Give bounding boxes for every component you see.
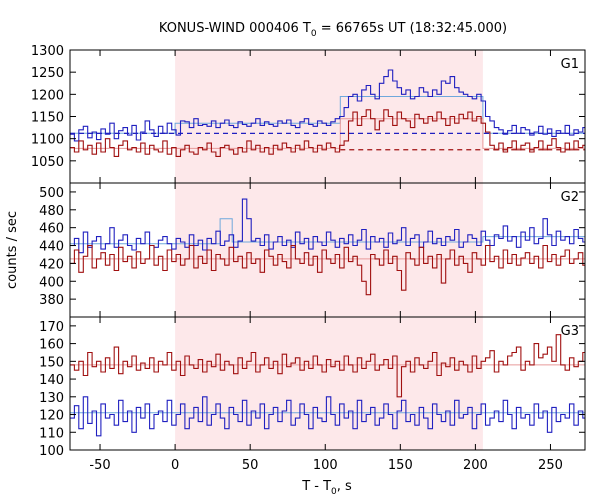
panel-2-series-red	[70, 244, 585, 296]
y-tick-label: 160	[39, 338, 64, 353]
panel-3-plot	[70, 334, 585, 437]
panel-3-frame	[69, 316, 586, 451]
y-tick-label: 1100	[31, 133, 64, 148]
series-layer	[70, 69, 585, 437]
chart-title: KONUS-WIND 000406 T0 = 66765s UT (18:32:…	[159, 21, 507, 39]
y-tick-label: 140	[39, 373, 64, 388]
shaded-interval	[175, 50, 483, 450]
x-tick-label: -50	[89, 458, 110, 473]
shaded-interval-layer	[175, 50, 483, 450]
y-tick-label: 110	[39, 426, 64, 441]
y-tick-label: 1200	[31, 88, 64, 103]
y-tick-label: 1300	[31, 44, 64, 59]
y-axis-label: counts / sec	[5, 211, 20, 289]
x-tick-label: 200	[463, 458, 488, 473]
y-tick-label: 150	[39, 355, 64, 370]
y-tick-label: 420	[39, 257, 64, 272]
panel-1-series-red	[70, 109, 585, 157]
panel-2-series-blue	[70, 198, 585, 254]
panel-1-plot	[70, 69, 585, 157]
panel-2-plot	[70, 198, 585, 296]
x-tick-label: 150	[388, 458, 413, 473]
y-tick-label: 130	[39, 391, 64, 406]
y-tick-label: 120	[39, 409, 64, 424]
x-tick-label: 0	[171, 458, 179, 473]
y-tick-label: 400	[39, 275, 64, 290]
y-tick-label: 460	[39, 222, 64, 237]
panel-label: G3	[561, 324, 579, 339]
y-tick-label: 100	[39, 444, 64, 459]
y-tick-label: 1150	[31, 111, 64, 126]
panel-1-series-blue	[70, 69, 585, 142]
x-tick-label: 250	[538, 458, 563, 473]
tick-layer: G1105011001150120012501300G2380400420440…	[31, 44, 585, 473]
y-tick-label: 380	[39, 293, 64, 308]
y-tick-label: 1050	[31, 155, 64, 170]
x-tick-label: 50	[242, 458, 259, 473]
panel-label: G2	[561, 190, 579, 205]
y-tick-label: 170	[39, 320, 64, 335]
panel-3-series-red	[70, 334, 585, 398]
y-tick-label: 480	[39, 204, 64, 219]
x-axis-label: T - T0, s	[301, 479, 352, 497]
y-tick-label: 1250	[31, 66, 64, 81]
panel-label: G1	[561, 57, 579, 72]
y-tick-label: 440	[39, 240, 64, 255]
y-tick-label: 500	[39, 186, 64, 201]
panel-3-series-blue	[70, 396, 585, 437]
x-tick-label: 100	[313, 458, 338, 473]
